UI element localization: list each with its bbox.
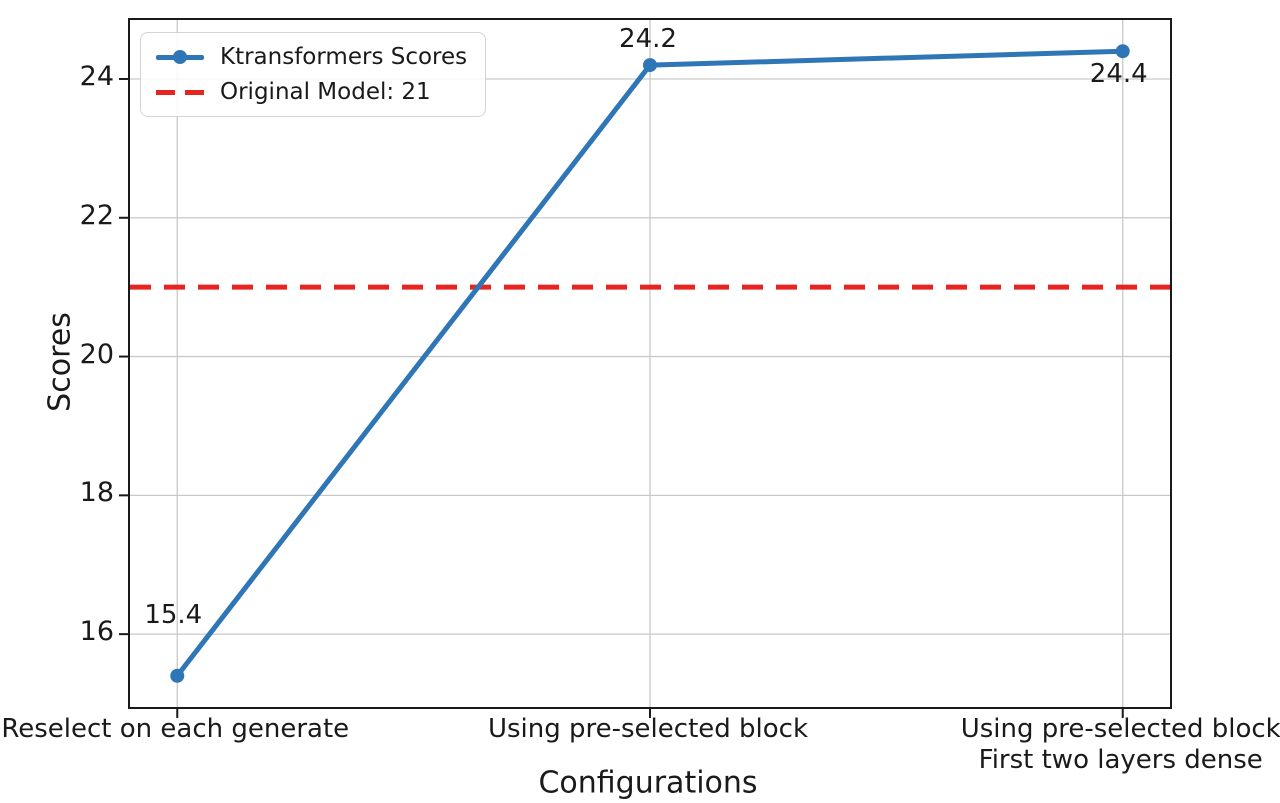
data-label: 15.4 [144,599,203,630]
chart-canvas [119,20,1170,718]
series-marker [1115,44,1130,59]
legend-label-series: Ktransformers Scores [220,44,468,70]
legend: Ktransformers Scores Original Model: 21 [140,32,487,117]
y-tick-label: 18 [79,477,114,509]
y-tick-label: 20 [79,338,114,370]
plot-area: Ktransformers Scores Original Model: 21 [119,18,1172,718]
y-tick-label: 24 [79,60,114,92]
y-tick-label: 22 [79,199,114,231]
x-category-label: Using pre-selected block First two layer… [960,714,1280,775]
marker-dot-icon [173,50,187,64]
series-marker [643,58,657,73]
x-category-label: Using pre-selected block [487,714,809,744]
y-tick-label: 16 [79,616,114,648]
line-marker-swatch [156,50,204,64]
series-marker [170,668,185,683]
legend-item-series: Ktransformers Scores [156,42,467,72]
legend-item-reference: Original Model: 21 [156,77,467,107]
x-axis-title: Configurations [538,765,758,801]
x-category-label: Reselect on each generate [1,714,350,744]
dashed-line-swatch [156,89,204,95]
legend-label-reference: Original Model: 21 [220,79,431,105]
data-label: 24.4 [1089,59,1148,90]
data-label: 24.2 [619,24,677,55]
